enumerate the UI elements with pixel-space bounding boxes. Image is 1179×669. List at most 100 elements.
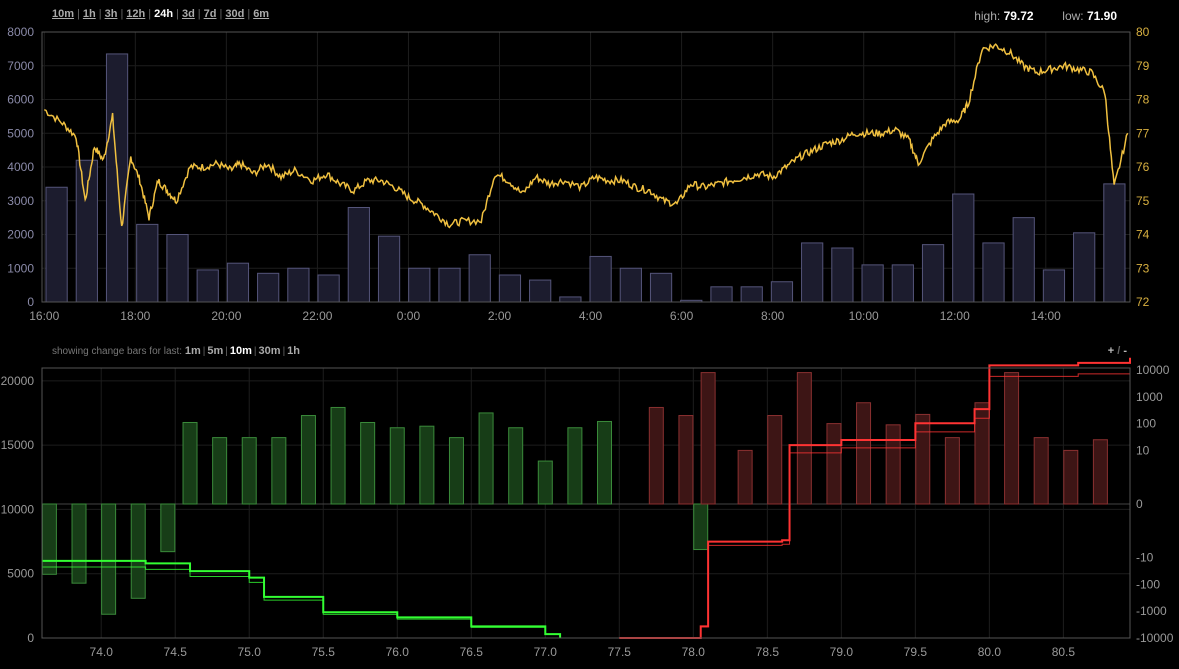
- change-bar-down: [130, 503, 146, 599]
- change-bar-up: [537, 460, 553, 505]
- change-bar-up: [271, 437, 287, 505]
- changebars-30m[interactable]: 30m: [258, 345, 281, 357]
- change-bar-up: [1063, 449, 1079, 505]
- x-tick: 79.0: [830, 645, 854, 659]
- x-tick: 18:00: [120, 309, 150, 323]
- change-bar-up: [448, 437, 464, 505]
- changebars-1h[interactable]: 1h: [287, 345, 301, 357]
- change-bar-up: [419, 425, 435, 505]
- y-right-tick: 76: [1136, 160, 1150, 174]
- change-bar-up: [241, 437, 257, 505]
- change-bar-up: [700, 372, 716, 505]
- price-volume-chart[interactable]: 0 1000 2000 3000 4000 5000 6000 7000 8000 72 73 74 7…: [0, 0, 1179, 330]
- x-tick: 79.5: [904, 645, 928, 659]
- change-bar-up: [567, 427, 583, 505]
- change-bar-up: [330, 406, 346, 505]
- change-bar-up: [648, 406, 664, 505]
- timeframe-3h[interactable]: 3h: [104, 8, 118, 20]
- y-right-tick: 77: [1136, 126, 1150, 140]
- zoom-controls: + / -: [1108, 345, 1127, 357]
- y-left-tick: 4000: [7, 160, 34, 174]
- changebars-1m[interactable]: 1m: [184, 345, 201, 357]
- changebars-separator: |: [225, 346, 228, 357]
- timeframe-24h[interactable]: 24h: [154, 8, 174, 20]
- change-bar-up: [826, 423, 842, 505]
- timeframe-3d[interactable]: 3d: [181, 8, 195, 20]
- x-tick: 8:00: [761, 309, 785, 323]
- change-bar-down: [160, 503, 176, 553]
- timeframe-10m[interactable]: 10m: [52, 8, 75, 20]
- x-tick: 75.0: [238, 645, 262, 659]
- change-bar-up: [915, 413, 931, 505]
- change-bar-down: [41, 503, 57, 575]
- y-left-tick: 0: [27, 295, 34, 309]
- x-tick: 78.0: [682, 645, 706, 659]
- change-bar-up: [1092, 439, 1108, 505]
- zoom-in-button[interactable]: +: [1107, 345, 1115, 357]
- plot-frame: [41, 367, 1131, 639]
- low-label: low:: [1062, 9, 1084, 23]
- y-right-tick: 100: [1136, 417, 1156, 431]
- timeframe-separator: |: [176, 8, 179, 20]
- zoom-separator: /: [1117, 345, 1121, 357]
- timeframe-separator: |: [148, 8, 152, 20]
- timeframe-12h[interactable]: 12h: [126, 8, 146, 20]
- timeframe-7d[interactable]: 7d: [203, 8, 217, 20]
- y-right-tick: 80: [1136, 25, 1150, 39]
- timeframe-6m[interactable]: 6m: [253, 8, 270, 20]
- low-value: 71.90: [1086, 9, 1117, 23]
- x-tick: 74.5: [164, 645, 188, 659]
- x-tick: 0:00: [397, 309, 421, 323]
- change-bar-down: [71, 503, 87, 584]
- timeframe-separator: |: [98, 8, 102, 20]
- y-right-tick: 79: [1136, 59, 1150, 73]
- change-bar-up: [796, 372, 812, 505]
- y-right-tick: 74: [1136, 228, 1150, 242]
- zoom-out-button[interactable]: -: [1123, 345, 1127, 357]
- change-bar-up: [478, 412, 494, 505]
- y-right-tick: 10000: [1136, 363, 1170, 377]
- change-bar-up: [856, 402, 872, 505]
- x-tick: 78.5: [756, 645, 780, 659]
- change-bar-up: [885, 424, 901, 505]
- change-bar-up: [1033, 437, 1049, 505]
- change-bar-up: [212, 437, 228, 505]
- bid-depth-line: [42, 559, 562, 638]
- x-tick: 80.5: [1052, 645, 1076, 659]
- y-left-tick: 7000: [7, 59, 34, 73]
- x-tick: 22:00: [302, 309, 332, 323]
- change-bar-up: [678, 415, 694, 505]
- change-bar-up: [974, 402, 990, 505]
- changebars-separator: |: [202, 346, 206, 357]
- timeframe-separator: |: [247, 8, 251, 20]
- y-right-tick: -10000: [1136, 631, 1174, 645]
- x-tick: 12:00: [940, 309, 970, 323]
- timeframe-1h[interactable]: 1h: [82, 8, 96, 20]
- y-left-tick: 6000: [7, 93, 34, 107]
- x-tick: 10:00: [849, 309, 879, 323]
- y-left-tick: 5000: [7, 126, 34, 140]
- y-left-tick: 2000: [7, 228, 34, 242]
- x-tick: 77.0: [534, 645, 558, 659]
- y-left-tick: 8000: [7, 25, 34, 39]
- timeframe-separator: |: [120, 8, 124, 20]
- change-bar-up: [508, 427, 524, 505]
- x-tick: 74.0: [90, 645, 114, 659]
- timeframe-30d[interactable]: 30d: [225, 8, 245, 20]
- change-bar-up: [737, 449, 753, 505]
- y-left-tick: 15000: [1, 438, 35, 452]
- x-tick: 6:00: [670, 309, 694, 323]
- y-right-tick: 0: [1136, 497, 1143, 511]
- change-bar-up: [360, 421, 376, 505]
- changebars-5m[interactable]: 5m: [207, 345, 224, 357]
- timeframe-selector: 10m | 1h | 3h | 12h | 24h | 3d | 7d | 30d | 6m: [52, 8, 269, 20]
- changebars-10m[interactable]: 10m: [229, 345, 252, 357]
- timeframe-separator: |: [77, 8, 80, 20]
- change-bar-up: [597, 420, 613, 505]
- y-right-tick: 75: [1136, 194, 1150, 208]
- change-bar-up: [944, 437, 960, 505]
- y-left-tick: 3000: [7, 194, 34, 208]
- x-tick: 16:00: [29, 309, 59, 323]
- y-right-tick: -100: [1136, 577, 1160, 591]
